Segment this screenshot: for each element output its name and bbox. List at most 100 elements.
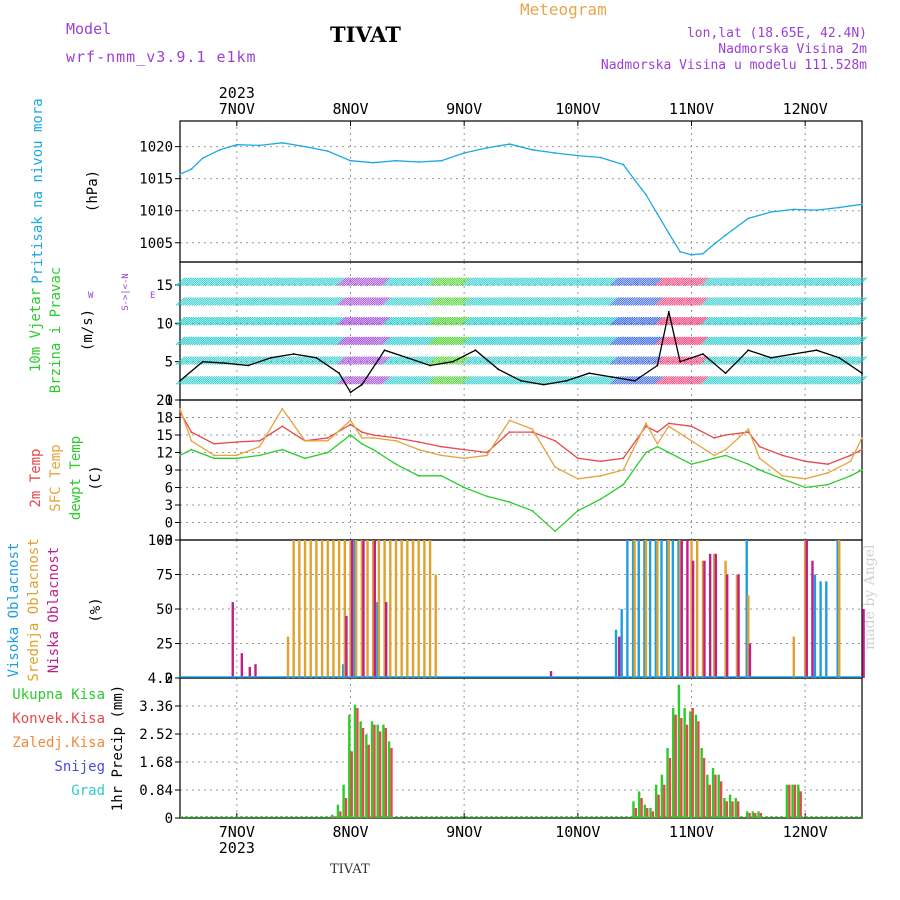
data-point xyxy=(656,364,659,367)
data-point xyxy=(849,474,852,477)
data-point xyxy=(190,439,193,442)
cloud-bar-high_cloud xyxy=(643,540,646,678)
data-point xyxy=(554,439,556,442)
precip-bar-convective xyxy=(640,798,643,818)
data-point xyxy=(667,422,670,425)
panel-frame-precipitation xyxy=(179,677,863,819)
data-point xyxy=(781,454,784,457)
data-point xyxy=(463,448,466,451)
cloud-bar-mid_cloud xyxy=(423,540,426,678)
data-point xyxy=(531,509,534,512)
cloud-bar-mid_cloud xyxy=(747,595,750,678)
x-year-top: 2023 xyxy=(219,84,255,102)
meteogram-label: Meteogram xyxy=(520,0,607,19)
data-point xyxy=(861,448,863,451)
precip-bar-total xyxy=(370,721,374,818)
precip-bar-total xyxy=(791,784,794,818)
y-tick-label: 1005 xyxy=(139,236,173,252)
precip-bar-total xyxy=(666,748,669,818)
data-point xyxy=(645,425,647,428)
data-point xyxy=(372,161,375,164)
precip-bar-convective xyxy=(702,758,706,818)
data-point xyxy=(588,372,591,375)
data-point xyxy=(747,349,750,352)
data-point xyxy=(656,213,659,215)
data-point xyxy=(372,434,375,436)
data-point xyxy=(179,379,181,382)
y-tick-label: 2.52 xyxy=(139,727,173,743)
y-tick-label: 75 xyxy=(156,568,173,584)
data-point xyxy=(304,439,306,442)
data-point xyxy=(326,150,329,153)
x-tick-label-top: 7NOV xyxy=(219,100,255,118)
data-point xyxy=(599,460,602,463)
y-tick-label: 100 xyxy=(148,533,173,549)
precip-bar-total xyxy=(632,801,635,818)
data-point xyxy=(531,148,534,151)
data-point xyxy=(690,463,693,466)
data-point xyxy=(179,173,181,176)
cloud-bar-low_cloud xyxy=(618,636,621,678)
data-point xyxy=(849,454,852,457)
cloud-bar-mid_cloud xyxy=(343,540,347,678)
precip-bar-convective xyxy=(356,708,359,818)
data-point xyxy=(486,495,488,498)
precip-bar-convective xyxy=(378,731,382,818)
cloud-bar-high_cloud xyxy=(836,540,839,678)
cloud-bar-mid_cloud xyxy=(735,574,739,678)
data-point xyxy=(724,434,727,436)
cloud-bar-mid_cloud xyxy=(411,540,415,678)
cloud-bar-high_cloud xyxy=(626,540,629,678)
y-tick-label: 12 xyxy=(156,446,173,462)
bottom-city-label: TIVAT xyxy=(330,862,370,877)
cloud-bar-high_cloud xyxy=(825,581,828,678)
cloud-ylabel-0: Visoka Oblacnost xyxy=(6,543,22,678)
data-point xyxy=(395,463,397,466)
precip-bar-total xyxy=(643,804,647,818)
y-tick-label: 15 xyxy=(156,428,173,444)
data-point xyxy=(258,144,261,147)
cloud-bar-mid_cloud xyxy=(417,540,420,678)
data-point xyxy=(827,472,829,474)
precip-bar-convective xyxy=(697,721,700,818)
data-point xyxy=(349,434,352,436)
x-tick-label-top: 9NOV xyxy=(446,100,482,118)
y-tick-label: 0 xyxy=(165,516,173,532)
data-point xyxy=(338,372,341,375)
data-point xyxy=(633,179,636,181)
data-point xyxy=(201,360,204,363)
data-point xyxy=(724,448,727,451)
y-tick-label: 21 xyxy=(156,393,173,409)
data-point xyxy=(326,451,329,454)
cloud-bar-mid_cloud xyxy=(360,540,364,678)
cloud-bar-high_cloud xyxy=(637,540,640,678)
precip-bar-total xyxy=(700,748,703,818)
precip-bar-total xyxy=(785,784,789,818)
precip-bar-convective xyxy=(657,794,660,818)
y-tick-label: 6 xyxy=(165,481,173,497)
data-point xyxy=(804,477,807,480)
data-point xyxy=(508,143,511,145)
data-point xyxy=(656,445,659,448)
precip-bar-total xyxy=(342,784,345,818)
data-point xyxy=(724,372,727,375)
y-tick-label: 1015 xyxy=(139,172,173,188)
temp-ylabel-2: dewpt Temp xyxy=(68,436,84,520)
data-point xyxy=(542,383,545,386)
precip-bar-convective xyxy=(646,808,649,818)
precip-bar-total xyxy=(757,811,760,818)
precip-bar-convective xyxy=(339,811,342,818)
wind-unit: (m/s) xyxy=(80,309,96,351)
cloud-bar-low_cloud xyxy=(811,560,814,678)
data-point xyxy=(633,379,636,382)
precip-bar-convective xyxy=(731,801,734,818)
precip-bar-convective xyxy=(714,774,717,818)
model-label: Model xyxy=(66,20,112,38)
data-point xyxy=(861,203,863,206)
data-point xyxy=(690,425,693,428)
data-point xyxy=(463,486,466,489)
precip-bar-total xyxy=(353,704,357,818)
cloud-bar-high_cloud xyxy=(665,540,669,678)
x-tick-label-top: 8NOV xyxy=(332,100,368,118)
